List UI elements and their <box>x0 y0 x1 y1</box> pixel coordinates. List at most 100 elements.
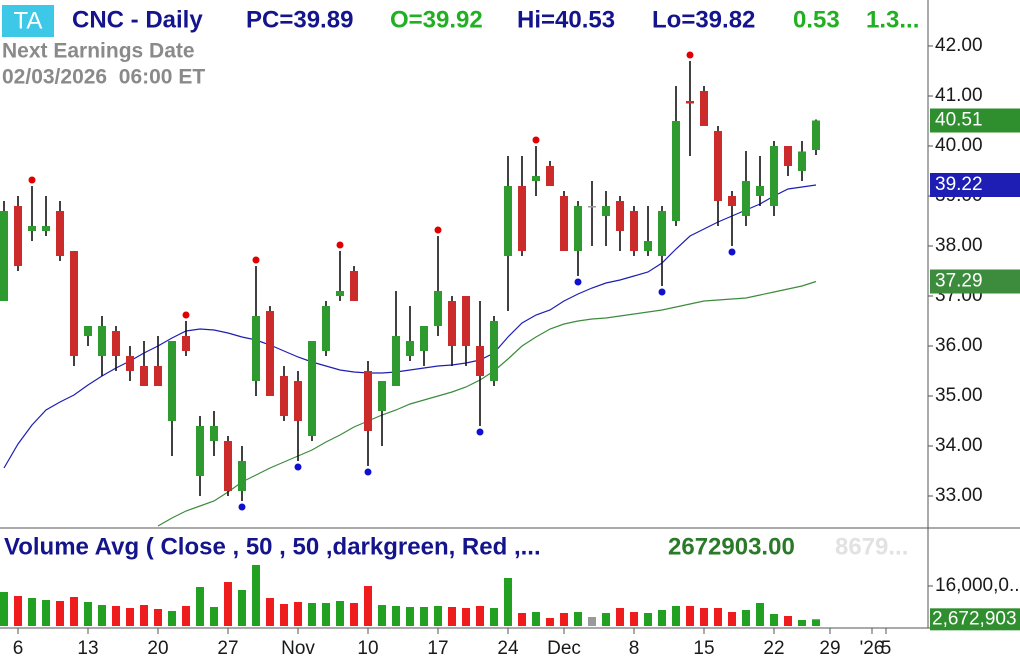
volume-bar <box>98 605 106 626</box>
low: Lo=39.82 <box>652 6 755 33</box>
volume-bar <box>126 608 134 626</box>
swing-low-dot <box>728 248 736 256</box>
price-tag-label: 40.51 <box>935 110 983 131</box>
volume-bar <box>602 613 610 626</box>
candle-body <box>714 131 722 201</box>
candle-body <box>154 366 162 386</box>
y-tick-label: 41.00 <box>935 85 983 106</box>
x-tick-label: 13 <box>77 638 98 659</box>
moving-average <box>157 280 817 527</box>
candle-body <box>546 166 554 186</box>
volume-bar <box>728 612 736 626</box>
volume-bar <box>196 587 204 626</box>
volume-bar <box>14 596 22 626</box>
candle-body <box>812 120 820 150</box>
price-tag <box>930 108 1020 133</box>
candle-body <box>574 206 582 251</box>
swing-low-dot <box>476 428 484 436</box>
x-tick-label: Nov <box>281 638 315 659</box>
candle-body <box>42 226 50 231</box>
candle-body <box>56 211 64 256</box>
volume-bar <box>84 602 92 626</box>
candle-body <box>770 146 778 206</box>
volume-bar <box>700 608 708 626</box>
candle-body <box>70 251 78 356</box>
candle-body <box>420 326 428 351</box>
earnings-date: 02/03/2026 06:00 ET <box>2 66 205 89</box>
candle-body <box>322 306 330 351</box>
candle-body <box>0 211 8 301</box>
candle-body <box>588 206 596 208</box>
candle-body <box>616 201 624 231</box>
volume-bar <box>574 612 582 626</box>
candle-body <box>742 181 750 216</box>
volume-bar <box>756 603 764 626</box>
volume-bar <box>476 606 484 626</box>
candle-body <box>406 341 414 356</box>
candle-body <box>238 461 246 491</box>
volume-bar <box>392 606 400 626</box>
volume-bar <box>630 612 638 626</box>
volume-bar <box>140 605 148 626</box>
candle-body <box>168 341 176 421</box>
candle-body <box>196 426 204 476</box>
plot-layer <box>0 51 820 626</box>
candle-body <box>14 206 22 266</box>
volume-bar <box>350 603 358 626</box>
candle-body <box>28 226 36 231</box>
volume-bar <box>644 613 652 626</box>
swing-low-dot <box>364 468 372 476</box>
candle-body <box>140 366 148 386</box>
volume-tag-label: 2,672,903 <box>932 608 1017 629</box>
candle-body <box>280 376 288 416</box>
volume-bar <box>182 606 190 626</box>
candle-body <box>602 206 610 216</box>
candle-body <box>378 381 386 411</box>
volume-bar <box>588 617 596 626</box>
volume-bar <box>210 607 218 626</box>
x-tick-label: 15 <box>693 638 714 659</box>
swing-low-dot <box>238 503 246 511</box>
volume-bar <box>686 606 694 626</box>
volume-bar <box>28 598 36 626</box>
volume-bar <box>462 608 470 626</box>
volume-bar <box>154 609 162 626</box>
badge-text: TA <box>14 7 43 34</box>
swing-high-dot <box>28 176 36 184</box>
volume-bar <box>672 606 680 626</box>
candle-body <box>252 316 260 381</box>
candle-body <box>560 196 568 251</box>
x-tick-label: Dec <box>547 638 581 659</box>
swing-high-dot <box>252 256 260 264</box>
volume-bar <box>504 578 512 626</box>
candle-body <box>210 426 218 441</box>
swing-low-dot <box>658 288 666 296</box>
volume-bar <box>0 592 8 626</box>
x-tick-label: '26 <box>860 638 885 659</box>
volume-bar <box>70 597 78 626</box>
candle-body <box>350 271 358 301</box>
candle-body <box>672 121 680 221</box>
candle-body <box>798 151 806 171</box>
price-tag-label: 37.29 <box>935 271 983 292</box>
y-tick-label: 33.00 <box>935 485 983 506</box>
y-tick-label: 38.00 <box>935 235 983 256</box>
swing-high-dot <box>182 311 190 319</box>
volume-bar <box>266 598 274 626</box>
volume-avg-value: 8679... <box>835 533 908 560</box>
volume-bar <box>112 606 120 626</box>
candle-body <box>84 326 92 336</box>
symbol: CNC - Daily <box>72 6 203 33</box>
candle-body <box>784 146 792 166</box>
open: O=39.92 <box>390 6 483 33</box>
y-tick-label: 42.00 <box>935 35 983 56</box>
candle-body <box>658 211 666 256</box>
x-tick-label: 10 <box>357 638 378 659</box>
x-tick-label: 22 <box>763 638 784 659</box>
x-tick-label: 20 <box>147 638 168 659</box>
candle-body <box>182 336 190 351</box>
x-tick-label: 17 <box>427 638 448 659</box>
candle-body <box>532 176 540 181</box>
